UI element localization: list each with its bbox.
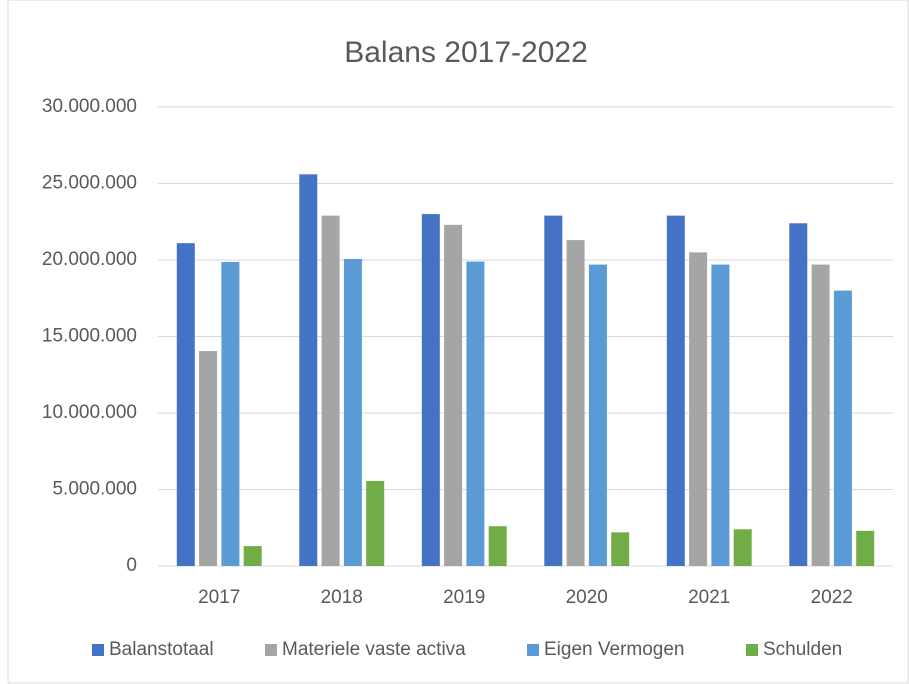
- bar: [733, 529, 752, 566]
- bar: [566, 240, 585, 567]
- y-tick-label: 10.000.000: [42, 402, 137, 423]
- x-tick-label: 2021: [688, 587, 730, 608]
- legend-swatch: [92, 644, 104, 656]
- bar: [366, 480, 385, 566]
- y-tick-label: 30.000.000: [42, 96, 137, 117]
- y-tick-label: 25.000.000: [42, 173, 137, 194]
- x-tick-label: 2022: [811, 587, 853, 608]
- legend-swatch: [527, 644, 539, 656]
- bar: [199, 351, 218, 566]
- bar: [176, 243, 195, 567]
- legend-swatch: [746, 644, 758, 656]
- legend-label: Schulden: [763, 639, 842, 660]
- bar: [611, 532, 630, 566]
- bar: [544, 215, 563, 566]
- x-tick-label: 2020: [566, 587, 608, 608]
- bar: [856, 530, 875, 566]
- y-tick-label: 5.000.000: [52, 479, 137, 500]
- y-tick-label: 0: [126, 555, 137, 576]
- bar: [811, 264, 830, 566]
- bar: [444, 224, 463, 566]
- y-tick-label: 20.000.000: [42, 249, 137, 270]
- legend-label: Eigen Vermogen: [544, 639, 685, 660]
- bar: [466, 261, 485, 566]
- bar: [833, 290, 852, 566]
- x-tick-label: 2017: [198, 587, 240, 608]
- bar: [689, 252, 708, 566]
- x-tick-label: 2019: [443, 587, 485, 608]
- legend-label: Materiele vaste activa: [282, 639, 466, 660]
- bar: [666, 215, 685, 566]
- bar: [421, 214, 440, 566]
- bar: [588, 264, 607, 566]
- bar: [789, 223, 808, 566]
- chart-title: Balans 2017-2022: [344, 36, 588, 69]
- bar: [343, 258, 362, 566]
- legend-swatch: [265, 644, 277, 656]
- bar: [321, 215, 340, 566]
- bar: [221, 261, 240, 566]
- x-tick-label: 2018: [321, 587, 363, 608]
- bar: [711, 264, 730, 566]
- y-tick-label: 15.000.000: [42, 326, 137, 347]
- bar: [299, 174, 318, 566]
- bar: [488, 526, 507, 566]
- bar: [243, 546, 262, 566]
- legend-label: Balanstotaal: [109, 639, 214, 660]
